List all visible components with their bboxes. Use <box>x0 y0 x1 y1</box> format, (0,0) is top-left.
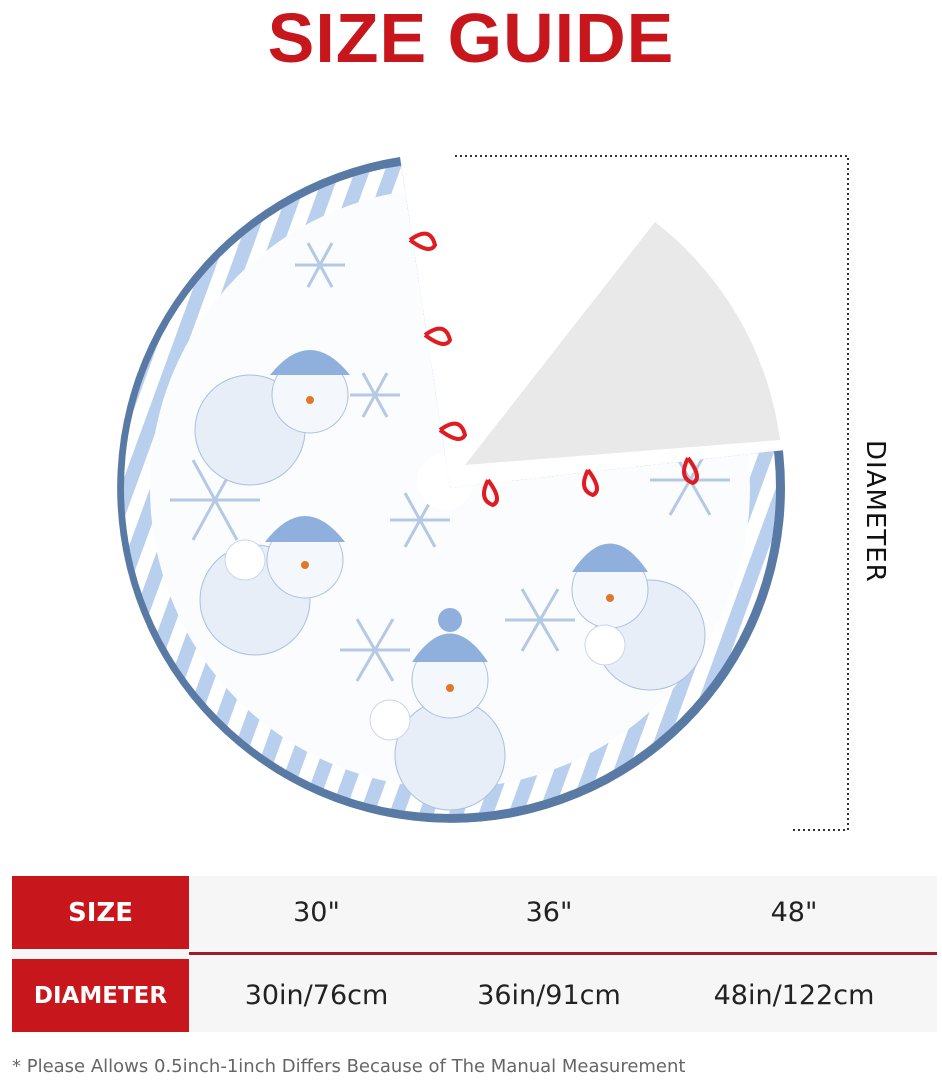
skirt-back-wedge <box>465 222 780 465</box>
snowman-figures <box>194 350 706 811</box>
divider <box>189 952 937 955</box>
measurement-note: * Please Allows 0.5inch-1inch Differs Be… <box>12 1056 686 1077</box>
page-title: SIZE GUIDE <box>267 0 675 77</box>
size-header: SIZE <box>12 876 189 949</box>
diameter-cell: 36in/91cm <box>477 980 621 1011</box>
diameter-dimension-line <box>455 155 849 831</box>
diameter-label: DIAMETER <box>860 440 890 583</box>
ribbon-ties <box>408 231 699 508</box>
size-cell: 36" <box>525 897 573 928</box>
table-row: SIZE 30" 36" 48" <box>12 876 937 949</box>
diameter-cell: 48in/122cm <box>713 980 875 1011</box>
diameter-cell: 30in/76cm <box>244 980 389 1011</box>
size-cell: 48" <box>770 897 818 928</box>
diameter-header: DIAMETER <box>12 959 189 1032</box>
table-row: DIAMETER 30in/76cm 36in/91cm 48in/122cm <box>12 959 937 1032</box>
size-table: SIZE 30" 36" 48" DIAMETER 30in/76cm 36in… <box>12 876 937 1032</box>
tree-skirt-illustration <box>117 155 849 831</box>
size-cell: 30" <box>293 897 340 928</box>
